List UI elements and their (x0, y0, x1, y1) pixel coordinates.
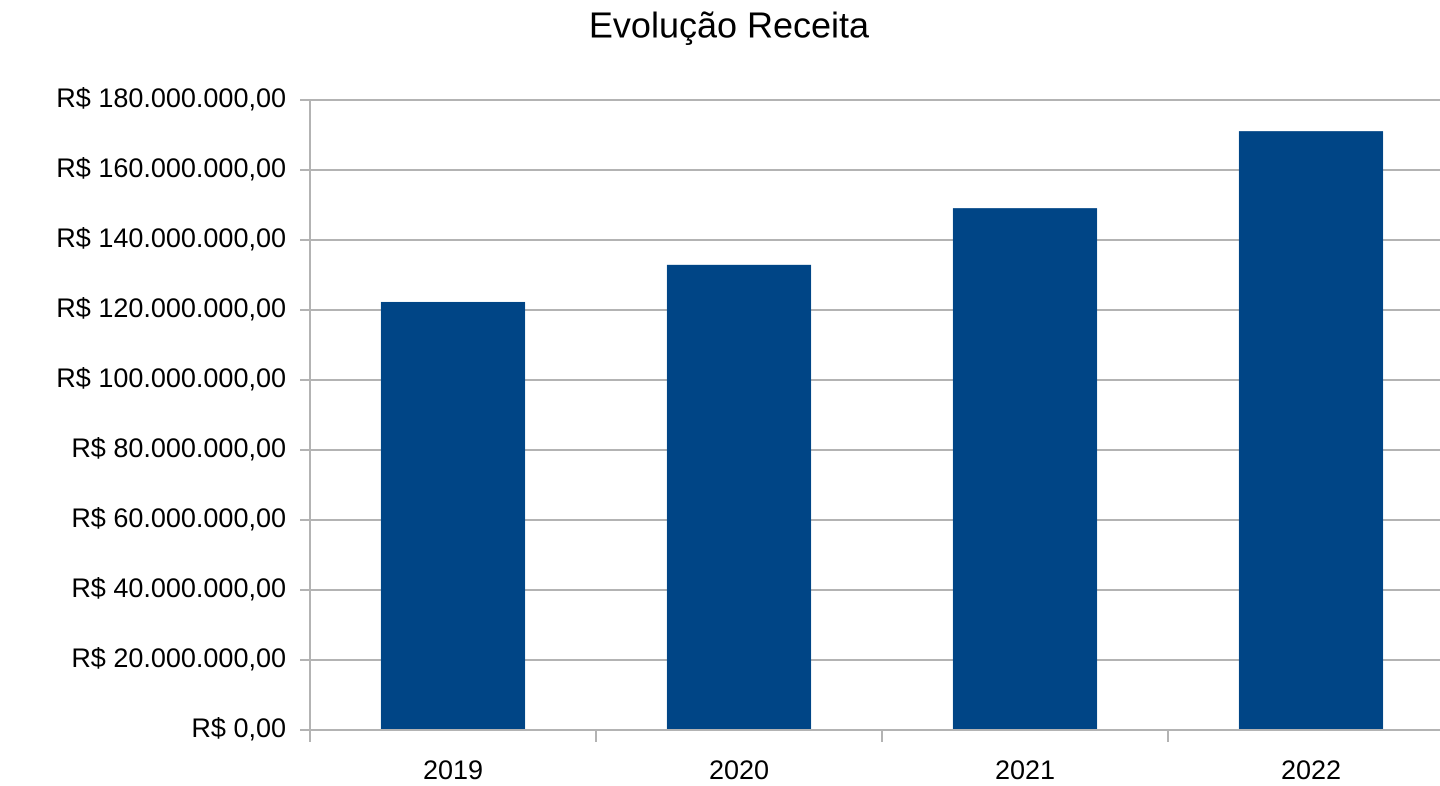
y-tick-label: R$ 100.000.000,00 (56, 363, 286, 393)
y-tick-label: R$ 0,00 (191, 713, 286, 743)
x-tick-label: 2020 (709, 755, 769, 785)
y-tick-label: R$ 160.000.000,00 (56, 153, 286, 183)
y-tick-label: R$ 40.000.000,00 (71, 573, 286, 603)
bar (952, 208, 1098, 730)
y-tick-label: R$ 80.000.000,00 (71, 433, 286, 463)
bar (666, 264, 812, 730)
chart-title: Evolução Receita (589, 5, 870, 46)
y-tick-label: R$ 120.000.000,00 (56, 293, 286, 323)
x-tick-label: 2019 (423, 755, 483, 785)
y-tick-label: R$ 20.000.000,00 (71, 643, 286, 673)
bar (1238, 131, 1384, 730)
x-tick-label: 2022 (1281, 755, 1341, 785)
y-tick-label: R$ 180.000.000,00 (56, 83, 286, 113)
y-tick-label: R$ 140.000.000,00 (56, 223, 286, 253)
y-tick-label: R$ 60.000.000,00 (71, 503, 286, 533)
bar (380, 301, 526, 730)
x-tick-label: 2021 (995, 755, 1055, 785)
